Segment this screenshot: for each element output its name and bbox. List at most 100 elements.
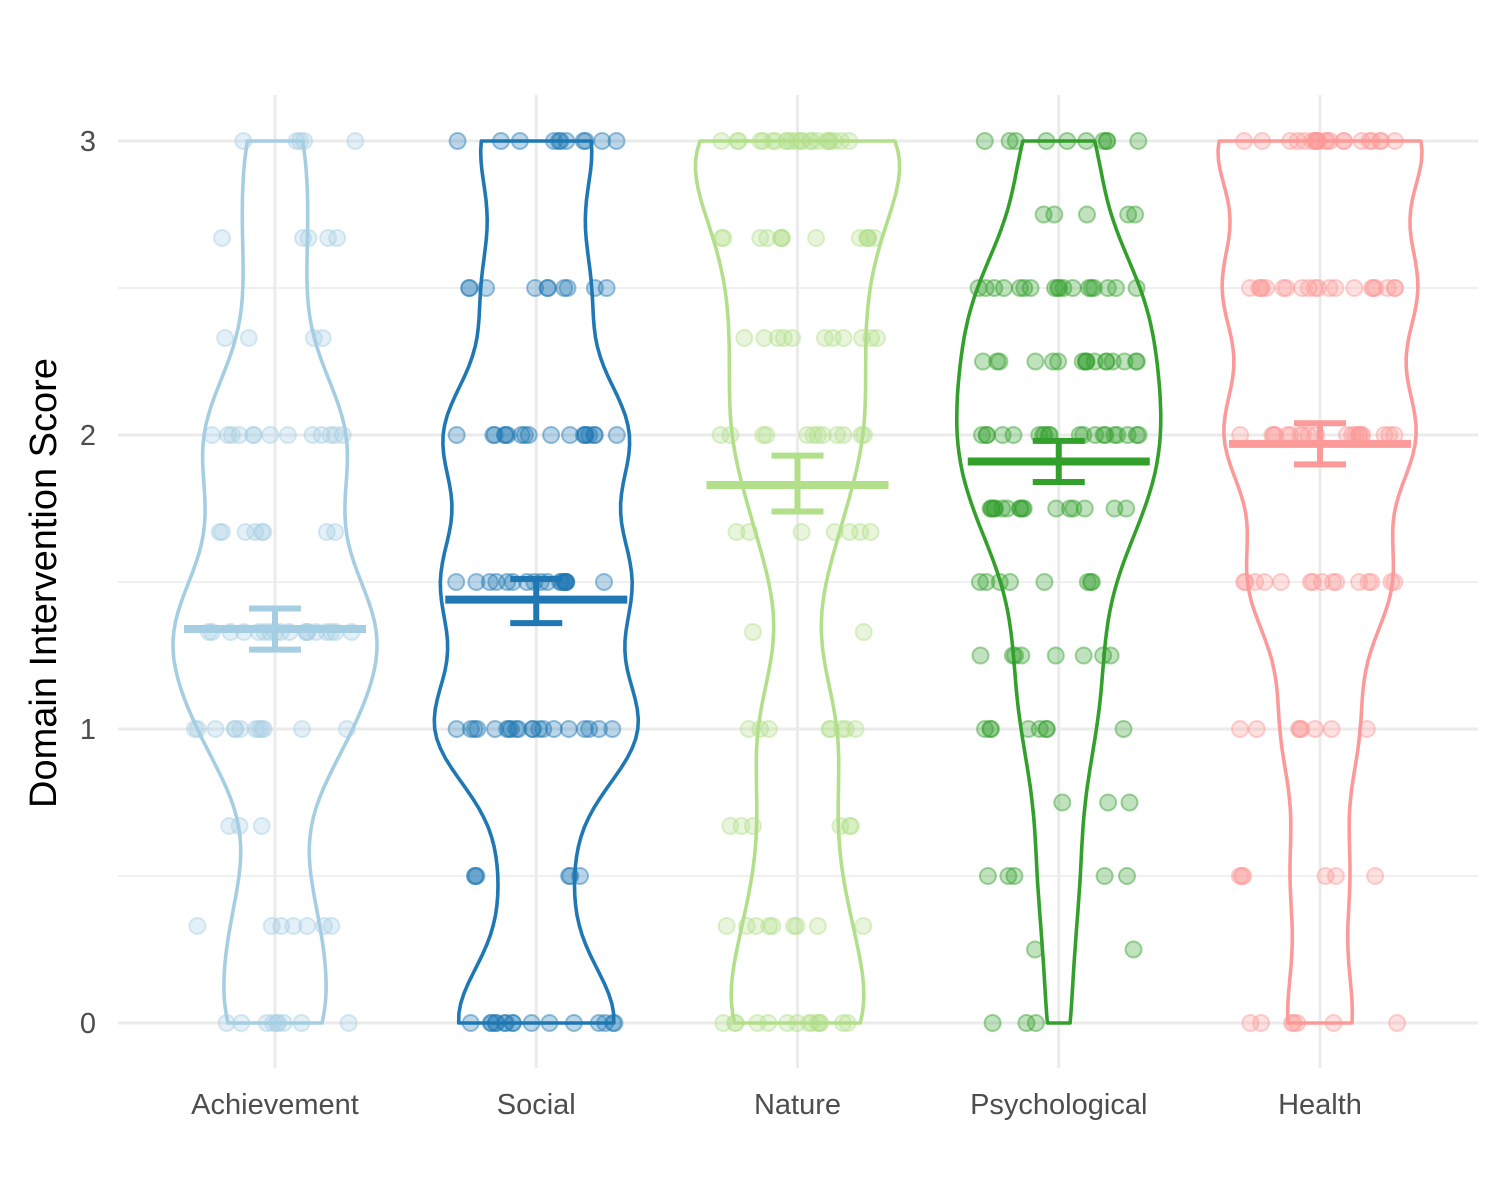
data-point <box>1306 132 1325 150</box>
data-point <box>1312 573 1331 591</box>
data-point <box>467 867 486 885</box>
data-point <box>763 132 782 150</box>
data-point <box>585 426 604 444</box>
data-point <box>758 229 777 247</box>
data-point <box>1322 720 1341 738</box>
data-point <box>1017 1014 1036 1032</box>
data-point <box>460 279 479 297</box>
data-point <box>985 499 1004 518</box>
data-point <box>1077 352 1096 371</box>
data-point <box>1378 279 1397 297</box>
data-point <box>284 917 303 935</box>
x-tick-label: Social <box>497 1089 576 1121</box>
data-point <box>278 426 297 444</box>
data-point <box>831 817 850 835</box>
data-point <box>1247 720 1266 738</box>
data-point <box>269 1014 288 1032</box>
data-point <box>747 917 766 935</box>
data-point <box>292 1014 311 1032</box>
data-point <box>482 1014 501 1032</box>
data-point <box>1257 279 1276 297</box>
data-point <box>1026 1014 1045 1032</box>
data-point <box>714 229 733 247</box>
data-point <box>1105 426 1124 444</box>
data-point <box>1118 426 1137 444</box>
data-point <box>825 132 844 150</box>
data-point <box>1303 132 1322 150</box>
data-point <box>503 1014 522 1032</box>
data-point <box>971 646 990 665</box>
data-point <box>530 720 549 738</box>
data-point <box>810 1014 829 1032</box>
violin-social <box>432 139 641 1025</box>
data-point <box>485 426 504 444</box>
data-point <box>1046 646 1065 665</box>
data-point <box>580 720 599 738</box>
data-point <box>1321 132 1340 150</box>
data-point <box>737 917 756 935</box>
data-point <box>561 867 580 885</box>
data-point <box>998 499 1017 518</box>
data-point <box>990 352 1009 371</box>
data-point <box>988 352 1007 371</box>
data-point <box>1250 279 1269 297</box>
data-point <box>803 132 822 150</box>
data-point <box>590 720 608 738</box>
data-point <box>855 426 873 444</box>
data-point <box>778 1014 797 1032</box>
data-point <box>729 132 748 150</box>
data-point <box>808 917 827 935</box>
data-point <box>985 499 1004 518</box>
data-point <box>744 817 762 835</box>
data-point <box>1094 132 1113 150</box>
data-point <box>1334 132 1353 150</box>
data-point <box>466 867 485 885</box>
data-point <box>538 279 557 297</box>
data-point <box>206 720 225 738</box>
data-point <box>321 426 340 444</box>
data-point <box>1098 132 1117 150</box>
data-point <box>1094 426 1113 444</box>
data-point <box>782 132 801 150</box>
data-point <box>326 426 345 444</box>
data-point <box>1127 279 1146 297</box>
data-point <box>1117 499 1136 518</box>
data-point <box>1099 793 1118 812</box>
data-point <box>466 867 484 885</box>
data-point <box>768 329 787 347</box>
data-point <box>246 523 265 541</box>
data-point <box>315 917 334 935</box>
data-point <box>836 720 855 738</box>
data-point <box>854 623 873 641</box>
data-point <box>1277 279 1296 297</box>
data-point <box>1327 573 1346 591</box>
data-point <box>840 523 859 541</box>
data-point <box>1292 720 1311 738</box>
violin-achievement <box>171 139 379 1025</box>
data-point <box>448 132 467 150</box>
data-point <box>818 132 837 150</box>
data-point <box>821 720 840 738</box>
data-point <box>322 917 341 935</box>
data-point <box>1385 279 1404 297</box>
data-point <box>772 229 791 247</box>
data-point <box>585 426 604 444</box>
data-point <box>1230 867 1249 885</box>
data-point <box>603 720 622 738</box>
data-point <box>557 132 576 150</box>
x-tick-label: Health <box>1278 1089 1362 1121</box>
data-point <box>809 132 828 150</box>
data-point <box>858 229 877 247</box>
data-point <box>585 279 604 297</box>
data-point <box>1078 205 1096 224</box>
data-point <box>486 1014 505 1032</box>
data-point <box>1350 573 1369 591</box>
data-point <box>858 229 877 247</box>
data-point <box>1127 352 1145 371</box>
data-point <box>337 720 356 738</box>
data-point <box>1118 867 1136 885</box>
data-point <box>597 279 616 297</box>
data-point <box>1306 132 1325 150</box>
data-point <box>1363 132 1381 150</box>
data-point <box>486 720 504 738</box>
